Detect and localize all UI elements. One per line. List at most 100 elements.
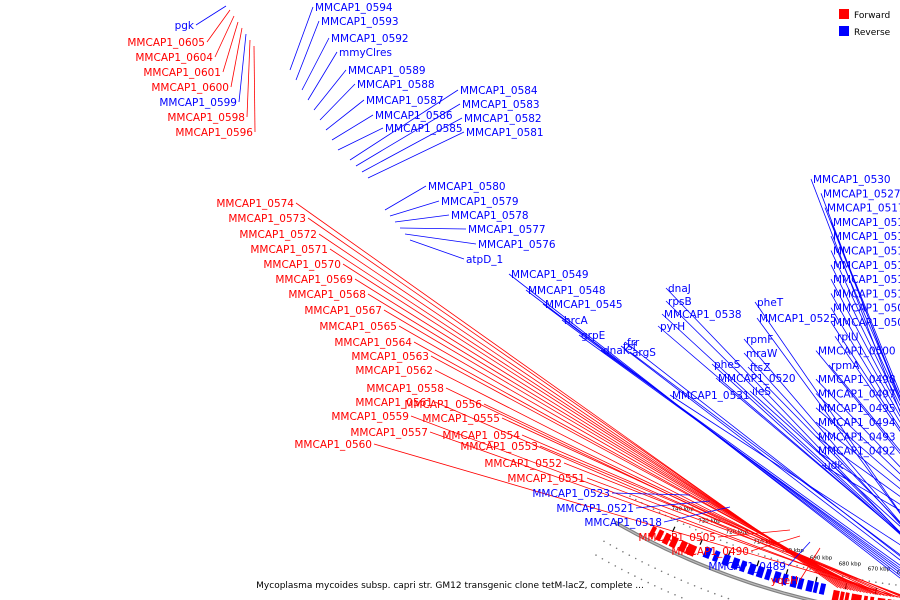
gene-label: MMCAP1_0515	[833, 231, 900, 243]
guide-dot	[796, 564, 798, 567]
guide-dot	[720, 595, 723, 597]
legend: Forward Reverse	[839, 9, 891, 38]
kbp-tick-label: 730 kbp	[698, 519, 721, 525]
leader-line	[600, 349, 900, 566]
gene-label: MMCAP1_0554	[442, 430, 520, 442]
gene-label: pyrH	[660, 321, 685, 333]
gene-label: MMCAP1_0518	[584, 517, 662, 529]
gene-label: MMCAP1_0574	[216, 198, 294, 210]
gene-label: MMCAP1_0570	[263, 259, 341, 271]
kbp-tick-label: 660 kbp	[897, 570, 900, 576]
leader-line	[620, 345, 900, 561]
reverse-gene-feature	[818, 583, 827, 595]
leader-line	[253, 45, 256, 133]
gene-label: MMCAP1_0604	[135, 52, 213, 64]
leader-line	[815, 421, 900, 490]
leader-line	[611, 492, 691, 496]
guide-dot	[629, 495, 631, 498]
leader-line	[384, 185, 427, 211]
gene-label: MMCAP1_0498	[818, 374, 896, 386]
forward-gene-feature	[863, 595, 869, 600]
leader-line	[717, 529, 791, 538]
guide-dot	[634, 575, 636, 577]
gene-label: hrcA	[564, 315, 589, 327]
leader-line	[750, 535, 801, 552]
guide-dot	[640, 578, 643, 581]
gene-labels: pgk MMCAP1_0605 MMCAP1_0604 MMCAP1_0601 MMCA…	[127, 2, 900, 587]
gene-label: MMCAP1_0517	[827, 203, 900, 215]
forward-gene-feature	[831, 589, 840, 600]
leader-line	[301, 37, 330, 91]
leader-line	[325, 99, 365, 131]
gene-label: MMCAP1_0500	[818, 346, 896, 358]
leader-line	[810, 178, 900, 414]
reverse-gene-feature	[702, 546, 713, 559]
legend-forward-swatch	[839, 9, 849, 19]
gene-label: MMCAP1_0562	[355, 365, 433, 377]
gene-label: MMCAP1_0560	[294, 439, 372, 451]
gene-label: MMCAP1_0490	[671, 546, 749, 558]
guide-dot	[687, 582, 689, 584]
leader-line	[756, 317, 900, 515]
guide-dot	[888, 583, 890, 585]
gene-label: MMCAP1_0492	[818, 446, 896, 458]
leader-line	[830, 293, 900, 417]
guide-dot	[881, 582, 884, 584]
leader-line	[349, 89, 459, 161]
gene-label: argS	[632, 347, 656, 359]
gene-label: ileS	[752, 386, 771, 398]
guide-dot	[701, 531, 703, 534]
leader-line	[715, 377, 900, 534]
gene-label: MMCAP1_0548	[528, 285, 606, 297]
guide-dot	[673, 576, 676, 579]
kbp-tick-mark	[727, 550, 731, 557]
forward-gene-feature	[850, 593, 862, 600]
reverse-gene-feature	[739, 560, 748, 573]
guide-dot	[647, 581, 649, 584]
gene-label: MMCAP1_0511	[833, 288, 900, 300]
gene-label: MMCAP1_0569	[275, 274, 353, 286]
gene-label: MMCAP1_0586	[375, 110, 453, 122]
leader-line	[624, 341, 900, 557]
gene-label: rpmF	[746, 334, 773, 346]
leader-line	[743, 338, 900, 523]
forward-gene-feature	[870, 596, 875, 600]
guide-dot	[614, 565, 617, 567]
gene-label: MMCAP1_0527	[823, 188, 900, 200]
reverse-gene-feature	[772, 571, 782, 584]
guide-dot	[802, 566, 805, 569]
leader-line	[635, 500, 711, 509]
guide-dot	[707, 590, 709, 592]
guide-dot	[676, 520, 679, 523]
gene-label: MMCAP1_0581	[466, 127, 544, 139]
gene-label: MMCAP1_0538	[664, 309, 742, 321]
gene-label: MMCAP1_0605	[127, 37, 205, 49]
leader-line	[195, 5, 227, 26]
leader-line	[661, 313, 900, 534]
leader-line	[289, 6, 314, 71]
gene-label: mraW	[746, 348, 778, 360]
backbone-arc	[614, 520, 818, 600]
leader-line	[815, 378, 900, 468]
leader-line	[409, 239, 465, 260]
guide-dot	[627, 572, 630, 574]
leader-line	[586, 477, 900, 595]
gene-label: MMCAP1_0565	[319, 321, 397, 333]
leader-line	[307, 51, 338, 101]
leader-line	[399, 227, 467, 230]
forward-gene-feature	[648, 525, 658, 538]
leader-line	[815, 407, 900, 482]
guide-dot	[751, 551, 753, 553]
gene-label: yqeH	[771, 575, 798, 587]
leader-line	[394, 214, 450, 223]
leader-line	[578, 334, 900, 569]
forward-gene-feature	[839, 591, 845, 600]
leader-line	[434, 401, 882, 596]
gene-label: atpD_1	[466, 254, 503, 266]
backbone-highlight	[614, 521, 813, 600]
gene-label: MMCAP1_0576	[478, 239, 556, 251]
gene-label: ftsZ	[750, 362, 770, 374]
gene-label: MMCAP1_0516	[833, 217, 900, 229]
leader-line	[629, 351, 900, 556]
gene-label: MMCAP1_0525	[759, 313, 837, 325]
